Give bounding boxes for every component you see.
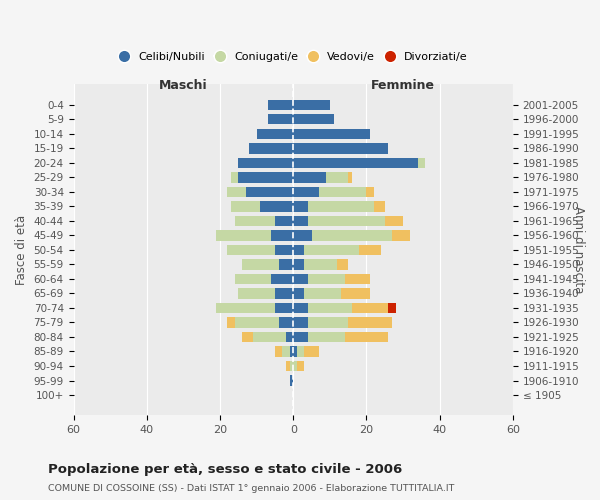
Text: Popolazione per età, sesso e stato civile - 2006: Popolazione per età, sesso e stato civil… — [48, 462, 402, 475]
Bar — [293, 244, 304, 255]
Bar — [286, 361, 290, 371]
Bar — [227, 317, 235, 328]
Bar — [341, 288, 370, 298]
Bar — [344, 332, 388, 342]
Bar — [293, 361, 297, 371]
Bar — [388, 302, 396, 313]
Bar — [290, 346, 293, 356]
Bar — [235, 274, 271, 284]
Bar — [242, 332, 253, 342]
Bar — [293, 216, 308, 226]
Bar — [268, 114, 293, 124]
Bar — [344, 274, 370, 284]
Bar — [392, 230, 410, 240]
Bar — [275, 288, 293, 298]
Bar — [245, 186, 293, 197]
Bar — [326, 172, 348, 182]
Bar — [293, 143, 388, 154]
Bar — [374, 201, 385, 211]
Bar — [217, 230, 271, 240]
Bar — [367, 186, 374, 197]
Bar — [293, 274, 308, 284]
Bar — [293, 332, 308, 342]
Bar — [235, 216, 275, 226]
Bar — [308, 302, 352, 313]
Bar — [260, 201, 293, 211]
Bar — [293, 172, 326, 182]
Bar — [308, 201, 374, 211]
Bar — [275, 216, 293, 226]
Bar — [308, 216, 385, 226]
Bar — [297, 346, 304, 356]
Bar — [253, 332, 286, 342]
Bar — [311, 230, 392, 240]
Bar — [235, 317, 278, 328]
Bar — [293, 230, 311, 240]
Y-axis label: Anni di nascita: Anni di nascita — [572, 206, 585, 294]
Bar — [275, 244, 293, 255]
Bar — [385, 216, 403, 226]
Bar — [293, 128, 370, 139]
Bar — [337, 259, 348, 270]
Bar — [418, 158, 425, 168]
Bar — [238, 172, 293, 182]
Bar — [348, 172, 352, 182]
Bar — [304, 346, 319, 356]
Bar — [278, 259, 293, 270]
Bar — [290, 376, 293, 386]
Bar — [268, 100, 293, 110]
Bar — [308, 274, 344, 284]
Text: COMUNE DI COSSOINE (SS) - Dati ISTAT 1° gennaio 2006 - Elaborazione TUTTITALIA.I: COMUNE DI COSSOINE (SS) - Dati ISTAT 1° … — [48, 484, 454, 493]
Bar — [352, 302, 388, 313]
Bar — [227, 244, 275, 255]
Bar — [304, 259, 337, 270]
Bar — [359, 244, 381, 255]
Y-axis label: Fasce di età: Fasce di età — [15, 215, 28, 285]
Bar — [297, 361, 304, 371]
Bar — [293, 158, 418, 168]
Bar — [348, 317, 392, 328]
Bar — [293, 259, 304, 270]
Bar — [293, 346, 297, 356]
Bar — [242, 259, 278, 270]
Bar — [257, 128, 293, 139]
Bar — [308, 332, 344, 342]
Bar — [304, 288, 341, 298]
Bar — [231, 172, 238, 182]
Text: Maschi: Maschi — [159, 78, 208, 92]
Bar — [286, 332, 293, 342]
Bar — [293, 302, 308, 313]
Bar — [271, 274, 293, 284]
Bar — [278, 317, 293, 328]
Bar — [238, 158, 293, 168]
Bar — [308, 317, 348, 328]
Bar — [231, 201, 260, 211]
Bar — [275, 346, 282, 356]
Bar — [293, 201, 308, 211]
Bar — [282, 346, 290, 356]
Bar — [319, 186, 367, 197]
Bar — [293, 317, 308, 328]
Bar — [217, 302, 275, 313]
Bar — [293, 186, 319, 197]
Bar — [293, 114, 334, 124]
Bar — [293, 100, 330, 110]
Bar — [250, 143, 293, 154]
Bar — [275, 302, 293, 313]
Text: Femmine: Femmine — [371, 78, 435, 92]
Bar — [238, 288, 275, 298]
Bar — [271, 230, 293, 240]
Bar — [304, 244, 359, 255]
Bar — [227, 186, 245, 197]
Bar — [293, 288, 304, 298]
Bar — [290, 361, 293, 371]
Legend: Celibi/Nubili, Coniugati/e, Vedovi/e, Divorziati/e: Celibi/Nubili, Coniugati/e, Vedovi/e, Di… — [115, 47, 472, 66]
